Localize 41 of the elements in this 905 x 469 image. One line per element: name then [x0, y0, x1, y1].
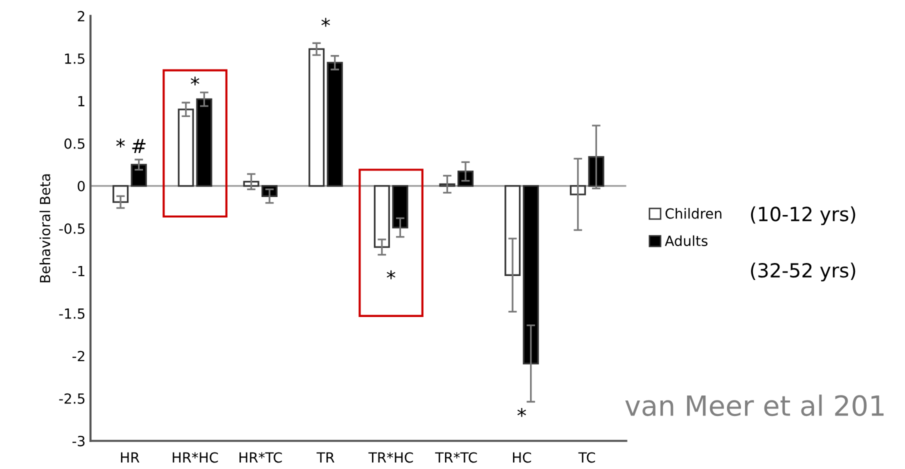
legend-label: Adults: [664, 235, 708, 246]
annotation: van Meer et al 201: [625, 394, 884, 416]
y-tick-label: 0.5: [64, 138, 84, 149]
text: (32-52 yrs): [751, 262, 856, 282]
y-tick-label: 1: [78, 96, 84, 106]
annotation: *: [116, 138, 125, 148]
annotation: *: [517, 408, 526, 417]
x-tick-label: HR*TC: [240, 452, 282, 463]
x-tick-label: HR*HC: [172, 452, 218, 463]
bar: [196, 98, 212, 187]
x-tick-label: TR: [316, 452, 334, 463]
bar: [178, 108, 194, 187]
annotation: *: [386, 270, 396, 280]
bar: [326, 62, 343, 187]
y-tick-label: -2.5: [59, 393, 84, 404]
legend-label: Children: [666, 208, 722, 219]
x-tick-label: HC: [513, 452, 532, 463]
y-tick-label: -0.5: [59, 223, 84, 234]
x-tick-label: HR: [121, 452, 140, 463]
bar: [504, 185, 521, 276]
y-tick-label: 2: [78, 10, 84, 22]
bar: [112, 185, 129, 203]
bar: [522, 185, 539, 364]
bar: [392, 185, 408, 228]
x-tick-label: TR*HC: [368, 452, 413, 463]
x-tick-label: TR*TC: [435, 452, 477, 463]
y-tick-label: -3: [72, 436, 85, 446]
bar: [308, 48, 325, 187]
annotation: *: [321, 18, 330, 27]
y-tick-label: -2: [72, 350, 84, 362]
y-tick-label: 0: [78, 180, 85, 192]
bar: [374, 185, 390, 248]
text: (10-12 yrs): [751, 206, 856, 226]
y-tick-label: -1: [72, 266, 84, 276]
y-axis-title: Behavioral Beta: [40, 174, 50, 282]
x-tick-label: TC: [578, 452, 595, 463]
y-tick-label: -1.5: [59, 308, 84, 319]
annotation: #: [132, 139, 146, 154]
bar: [130, 164, 147, 187]
y-tick-label: 1.5: [65, 54, 84, 64]
annotation: *: [190, 76, 200, 86]
